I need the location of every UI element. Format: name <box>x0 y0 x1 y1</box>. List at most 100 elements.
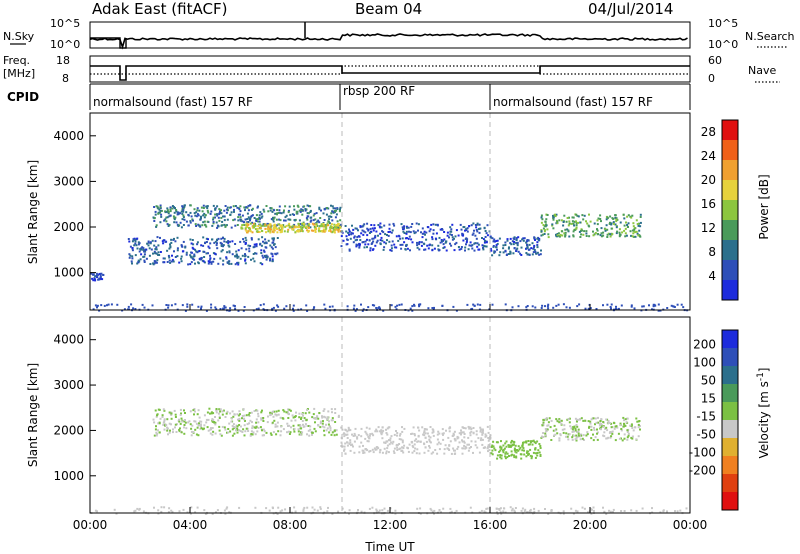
data-point <box>302 225 305 227</box>
data-point <box>212 222 215 225</box>
data-point <box>464 229 466 232</box>
data-point <box>482 248 485 251</box>
data-point <box>372 229 375 232</box>
data-point <box>455 229 458 232</box>
data-point <box>451 236 454 239</box>
data-point <box>267 224 270 227</box>
data-point <box>511 443 514 446</box>
data-point <box>179 422 182 425</box>
data-point <box>437 441 440 444</box>
data-point <box>521 444 524 447</box>
data-point <box>270 207 273 210</box>
data-point <box>516 247 519 250</box>
data-point <box>312 219 315 222</box>
data-point <box>638 222 640 225</box>
data-point <box>153 434 156 437</box>
data-point <box>288 226 291 229</box>
data-point <box>317 417 320 420</box>
data-point <box>247 204 250 207</box>
data-point <box>620 510 623 512</box>
data-point <box>463 444 466 447</box>
data-point <box>162 242 165 245</box>
data-point <box>364 437 367 440</box>
data-point <box>374 244 377 247</box>
data-point <box>93 277 96 280</box>
data-point <box>246 231 248 234</box>
data-point <box>632 235 635 238</box>
data-point <box>206 207 209 210</box>
data-point <box>204 214 207 217</box>
data-point <box>278 209 281 212</box>
data-point <box>502 451 505 454</box>
data-point <box>431 238 434 241</box>
data-point <box>641 507 644 510</box>
data-point <box>602 425 605 428</box>
data-point <box>427 435 430 438</box>
data-point <box>190 427 193 430</box>
data-point <box>260 418 263 421</box>
data-point <box>377 447 380 450</box>
data-point <box>366 246 368 249</box>
data-point <box>513 447 516 450</box>
data-point <box>142 247 145 250</box>
data-point <box>450 452 453 455</box>
data-point <box>398 303 401 306</box>
data-point <box>371 242 374 245</box>
data-point <box>274 413 277 416</box>
data-point <box>193 408 196 410</box>
data-point <box>274 246 277 249</box>
data-point <box>166 418 169 421</box>
data-point <box>344 511 346 514</box>
data-point <box>510 450 513 453</box>
data-point <box>450 244 453 247</box>
data-point <box>225 241 228 244</box>
data-point <box>212 419 215 422</box>
data-point <box>442 247 445 249</box>
data-point <box>568 220 571 223</box>
data-point <box>294 419 297 422</box>
data-point <box>523 510 526 513</box>
data-point <box>575 220 577 223</box>
data-point <box>320 230 323 233</box>
data-point <box>396 449 399 451</box>
data-point <box>192 243 195 246</box>
data-point <box>281 227 284 230</box>
data-point <box>249 217 252 220</box>
data-point <box>405 230 408 233</box>
data-point <box>360 427 363 430</box>
data-point <box>571 220 574 223</box>
data-point <box>243 414 246 417</box>
data-point <box>609 511 612 514</box>
data-point <box>254 433 257 436</box>
data-point <box>361 229 364 232</box>
data-point <box>466 239 468 242</box>
data-point <box>437 244 440 247</box>
data-point <box>327 410 330 413</box>
data-point <box>127 305 130 308</box>
data-point <box>525 455 528 458</box>
data-point <box>253 245 256 248</box>
data-point <box>411 305 414 308</box>
data-point <box>448 449 451 451</box>
data-point <box>179 212 182 215</box>
data-point <box>499 511 502 514</box>
data-point <box>113 508 116 511</box>
data-point <box>666 510 668 513</box>
data-point <box>191 239 194 241</box>
data-point <box>262 428 265 431</box>
data-point <box>251 433 254 436</box>
colorbar-segment <box>722 200 738 221</box>
data-point <box>216 238 218 241</box>
data-point <box>406 446 409 449</box>
data-point <box>520 457 523 460</box>
data-point <box>221 249 224 252</box>
data-point <box>448 426 451 429</box>
data-point <box>350 233 353 236</box>
data-point <box>138 260 141 263</box>
data-point <box>286 230 289 233</box>
data-point <box>442 438 445 441</box>
data-point <box>408 443 411 446</box>
data-point <box>167 433 169 436</box>
data-point <box>421 426 424 429</box>
data-point <box>328 222 331 225</box>
